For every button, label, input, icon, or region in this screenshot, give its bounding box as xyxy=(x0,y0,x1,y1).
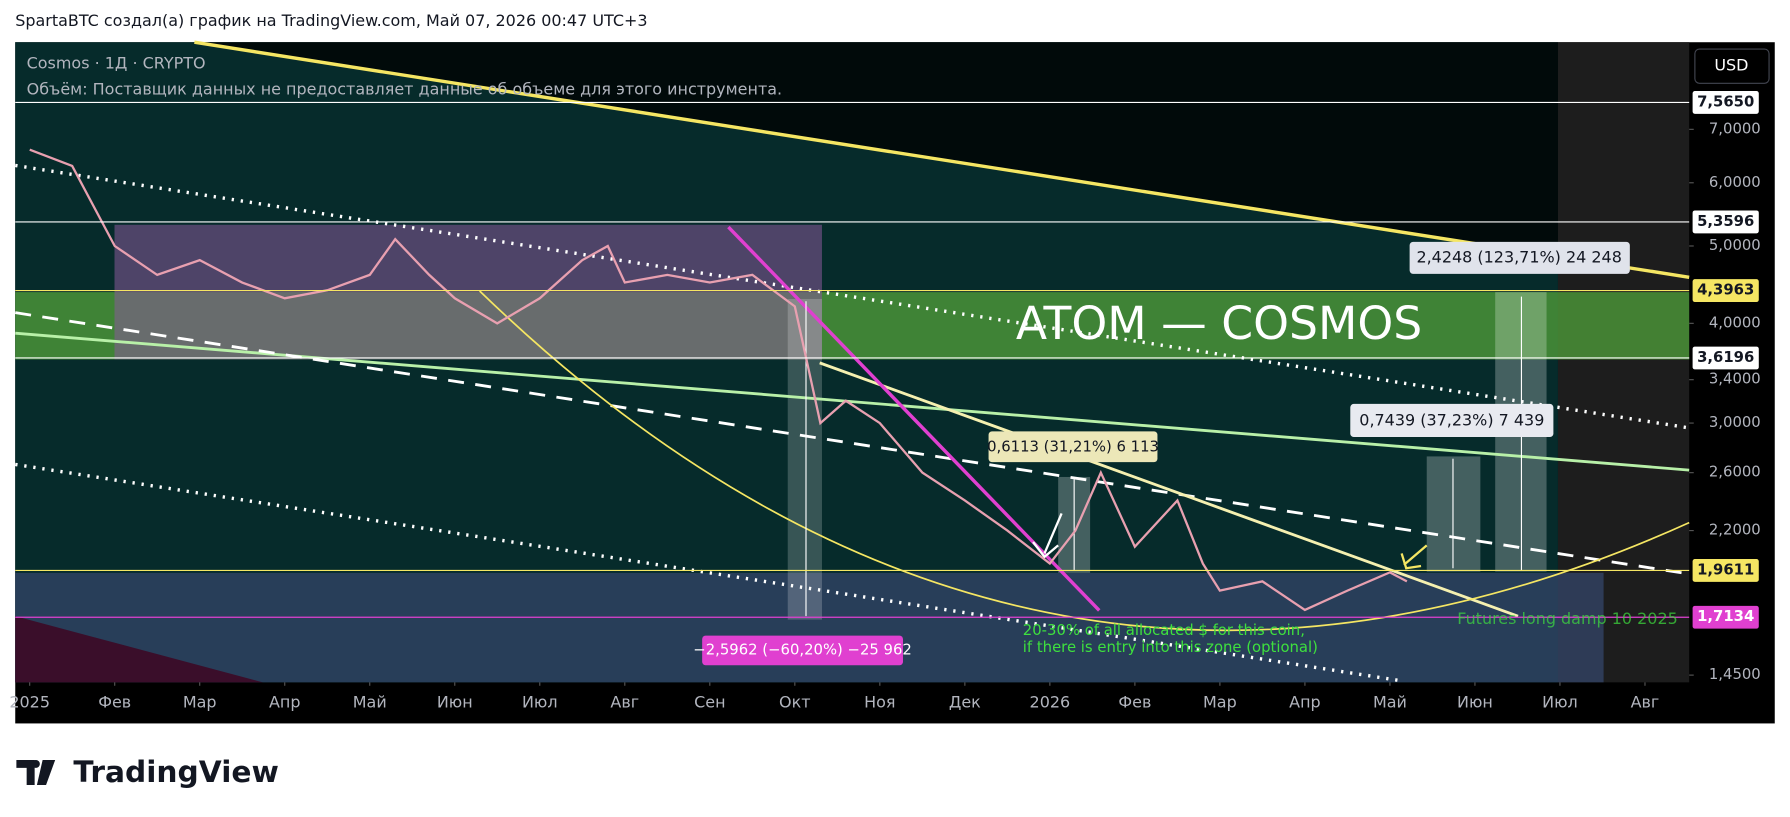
note: Futures long damp 10 2025 xyxy=(1457,609,1678,628)
measure-label-bg xyxy=(702,635,903,666)
y-tick-label: 1,4500 xyxy=(1709,666,1761,683)
trend-line xyxy=(194,40,1690,279)
arc xyxy=(479,290,1690,632)
volume-note: Объём: Поставщик данных не предоставляет… xyxy=(27,80,782,99)
price-label-bg xyxy=(1692,346,1759,370)
x-tick-label: Апр xyxy=(269,692,301,711)
price-label: 3,6196 xyxy=(1697,349,1754,366)
trend-line xyxy=(15,311,1690,576)
y-tick-label: 5,0000 xyxy=(1709,237,1761,254)
currency[interactable]: USD xyxy=(1714,56,1748,75)
x-tick-label: Май xyxy=(1373,692,1407,711)
x-tick-label: Дек xyxy=(949,692,981,711)
note: 20-30% of all allocated $ for this coin, xyxy=(1023,622,1305,639)
y-tick-label: 6,0000 xyxy=(1709,174,1761,191)
x-tick-label: Мар xyxy=(183,692,217,711)
price-label-bg xyxy=(1692,210,1759,234)
arrow xyxy=(1032,513,1063,559)
x-tick-label: Мар xyxy=(1203,692,1237,711)
y-tick-label: 3,0000 xyxy=(1709,414,1761,431)
trend-line xyxy=(819,361,1519,618)
price-label-bg xyxy=(1692,605,1759,629)
chart-title: ATOM — COSMOS xyxy=(1016,297,1422,350)
symbol: Cosmos · 1Д · CRYPTO xyxy=(27,53,206,72)
measure-label: −2,5962 (−60,20%) −25 962 xyxy=(693,641,912,658)
arrow xyxy=(1400,544,1428,570)
plot xyxy=(15,101,1690,618)
price-label: 4,3963 xyxy=(1697,282,1754,299)
measure-label: 0,6113 (31,21%) 6 113 xyxy=(987,438,1159,455)
measure-label-bg xyxy=(1350,403,1554,438)
x-tick-label: Сен xyxy=(694,692,725,711)
price-label-bg xyxy=(1692,279,1759,303)
y-tick-label: 2,6000 xyxy=(1709,464,1761,481)
price-label: 7,5650 xyxy=(1697,93,1754,110)
y-tick-label: 7,0000 xyxy=(1709,120,1761,137)
y-tick-label: 3,4000 xyxy=(1709,371,1761,388)
x-tick-label: Май xyxy=(353,692,387,711)
price-label: 5,3596 xyxy=(1697,213,1754,230)
x-tick-label: Ноя xyxy=(864,692,895,711)
header: SpartaBTC создал(а) график на TradingVie… xyxy=(15,11,647,30)
measure-label: 0,7439 (37,23%) 7 439 xyxy=(1359,411,1544,430)
x-tick-label: Фев xyxy=(1118,692,1151,711)
x-tick-label: Июн xyxy=(437,692,473,711)
x-tick-label: Фев xyxy=(98,692,131,711)
measure-label-bg xyxy=(1409,241,1630,274)
x-tick-label: Апр xyxy=(1289,692,1321,711)
y-tick-label: 4,0000 xyxy=(1709,314,1761,331)
price-label-bg xyxy=(1692,91,1759,114)
measure-label: 2,4248 (123,71%) 24 248 xyxy=(1416,247,1621,266)
price-label: 1,7134 xyxy=(1697,608,1754,625)
price-label: 1,9611 xyxy=(1697,561,1754,578)
x-tick-label: Авг xyxy=(1631,692,1660,711)
measure-label-bg xyxy=(988,431,1158,463)
x-tick-label: 2026 xyxy=(1030,692,1071,711)
price-label-bg xyxy=(1692,559,1759,582)
logo-mark xyxy=(16,759,56,786)
note: if there is entry into this zone (option… xyxy=(1023,639,1318,656)
x-tick-label: Июн xyxy=(1457,692,1493,711)
x-tick-label: 2025 xyxy=(9,692,50,711)
currency-button[interactable] xyxy=(1694,48,1770,84)
zone-purple xyxy=(114,224,822,360)
logo: TradingView xyxy=(16,754,279,789)
x-tick-label: Авг xyxy=(610,692,639,711)
x-tick-label: Июл xyxy=(1542,692,1578,711)
price-line xyxy=(29,148,1408,612)
x-tick-label: Июл xyxy=(522,692,558,711)
x-tick-label: Окт xyxy=(779,692,811,711)
logo-text: TradingView xyxy=(73,754,278,789)
y-tick-label: 2,2000 xyxy=(1709,522,1761,539)
